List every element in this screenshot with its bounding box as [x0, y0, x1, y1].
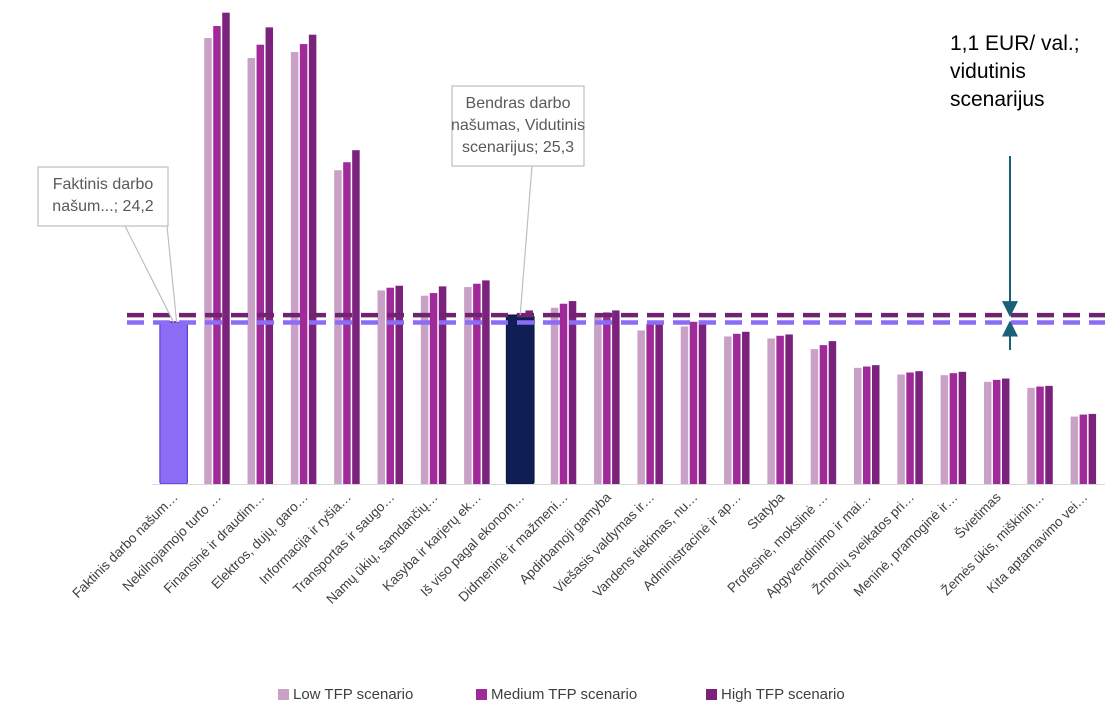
callout-text-0-1: našum...; 24,2: [52, 198, 153, 215]
bar-high-tfp-scenario-9: [568, 301, 577, 484]
bar-low-tfp-scenario-19: [983, 381, 992, 484]
bar-medium-tfp-scenario-7: [473, 283, 481, 484]
bar-high-tfp-scenario-19: [1001, 378, 1010, 484]
callout-box-1: [451, 85, 585, 167]
x-tick-label-14: Statyba: [744, 489, 787, 532]
bar-low-tfp-scenario-4: [334, 170, 342, 485]
bar-low-tfp-scenario-10: [594, 314, 602, 484]
bar-medium-tfp-scenario-21: [1079, 414, 1088, 484]
bar-low-tfp-scenario-20: [1027, 387, 1035, 484]
bar-high-tfp-scenario-3: [308, 34, 317, 484]
legend-swatch-medium-tfp-scenario: [476, 689, 487, 700]
bar-low-tfp-scenario-12: [680, 326, 689, 484]
annotation-text-2: scenarijus: [950, 88, 1045, 111]
x-tick-labels: Faktinis darbo našum…Nekilnojamojo turto…: [69, 489, 1090, 607]
legend-swatch-low-tfp-scenario: [278, 689, 289, 700]
bar-medium-tfp-scenario-19: [992, 379, 1001, 484]
legend-label-medium-tfp-scenario: Medium TFP scenario: [491, 686, 637, 703]
bar-medium-tfp-scenario-17: [906, 372, 914, 484]
bar-medium-tfp-scenario-9: [559, 303, 568, 484]
bar-medium-tfp-scenario-6: [429, 293, 438, 484]
bar-high-tfp-scenario-6: [438, 286, 447, 484]
callouts-layer: Faktinis darbo našum...; 24,2 Bendras darb…: [37, 85, 585, 323]
bar-high-tfp-scenario-10: [612, 310, 620, 484]
bar-low-tfp-scenario-14: [767, 338, 775, 484]
bar-medium-tfp-scenario-20: [1036, 386, 1044, 484]
bar-low-tfp-scenario-16: [854, 367, 862, 484]
legend-swatch-high-tfp-scenario: [706, 689, 717, 700]
bar-medium-tfp-scenario-11: [646, 323, 654, 484]
bar-medium-tfp-scenario-3: [299, 44, 308, 485]
annotation-text-1: vidutinis: [950, 60, 1026, 83]
bar-high-tfp-scenario-13: [742, 331, 750, 484]
bar-medium-tfp-scenario-16: [863, 366, 871, 484]
annotation-text-0: 1,1 EUR/ val.;: [950, 32, 1080, 55]
bar-high-tfp-scenario-17: [915, 371, 923, 484]
bar-low-tfp-scenario-6: [420, 295, 429, 484]
callout-text-1-1: našumas, Vidutinis: [451, 117, 585, 134]
bar-low-tfp-scenario-13: [724, 336, 732, 484]
callout-leader-0-b: [166, 225, 178, 323]
bar-high-tfp-scenario-14: [785, 334, 793, 484]
callout-text-0-0: Faktinis darbo: [53, 176, 154, 193]
bar-medium-tfp-scenario-1: [213, 26, 221, 485]
legend-label-low-tfp-scenario: Low TFP scenario: [293, 686, 413, 703]
bar-high-tfp-scenario-20: [1045, 385, 1053, 484]
bar-low-tfp-scenario-1: [204, 38, 212, 485]
bar-high-tfp-scenario-16: [872, 365, 880, 484]
bar-low-tfp-scenario-11: [637, 330, 645, 484]
bar-medium-tfp-scenario-12: [689, 321, 698, 484]
bar-low-tfp-scenario-2: [247, 58, 256, 485]
bar-high-tfp-scenario-21: [1088, 413, 1097, 484]
bar-high-tfp-scenario-4: [352, 150, 360, 484]
annotation-layer: 1,1 EUR/ val.; vidutinis scenarijus: [950, 32, 1080, 350]
callout-leader-1: [519, 165, 533, 316]
bar-low-tfp-scenario-17: [897, 374, 905, 484]
bar-medium-tfp-scenario-5: [386, 287, 394, 484]
legend-label-high-tfp-scenario: High TFP scenario: [721, 686, 845, 703]
reference-lines-layer: [127, 312, 1105, 325]
callout-leader-0: [124, 225, 175, 323]
highlight-bar-1: [505, 314, 535, 485]
bar-medium-tfp-scenario-14: [776, 335, 784, 484]
bar-high-tfp-scenario-15: [828, 341, 837, 484]
legend: Low TFP scenario Medium TFP scenario High …: [278, 686, 845, 703]
bar-high-tfp-scenario-7: [482, 280, 490, 484]
callout-text-1-2: scenarijus; 25,3: [462, 139, 574, 156]
bar-medium-tfp-scenario-15: [819, 345, 828, 484]
bar-low-tfp-scenario-15: [810, 349, 819, 484]
bar-high-tfp-scenario-1: [222, 12, 230, 485]
bar-high-tfp-scenario-18: [958, 371, 967, 484]
callout-box-0: [37, 166, 169, 227]
bar-medium-tfp-scenario-2: [256, 44, 265, 485]
highlight-bar-0: [159, 321, 189, 485]
bar-high-tfp-scenario-12: [698, 320, 707, 484]
bar-high-tfp-scenario-2: [265, 27, 274, 484]
bar-medium-tfp-scenario-10: [603, 312, 611, 484]
bar-medium-tfp-scenario-13: [733, 333, 741, 484]
bar-high-tfp-scenario-11: [655, 323, 663, 484]
bar-low-tfp-scenario-9: [550, 307, 559, 484]
bar-low-tfp-scenario-5: [377, 290, 385, 484]
bar-high-tfp-scenario-5: [395, 285, 403, 484]
bar-low-tfp-scenario-3: [290, 52, 299, 485]
callout-text-1-0: Bendras darbo: [466, 95, 571, 112]
bar-low-tfp-scenario-18: [940, 375, 949, 484]
bar-low-tfp-scenario-21: [1070, 416, 1079, 484]
bar-medium-tfp-scenario-18: [949, 373, 958, 484]
bar-low-tfp-scenario-7: [464, 287, 472, 484]
bars-layer: [160, 12, 1097, 485]
